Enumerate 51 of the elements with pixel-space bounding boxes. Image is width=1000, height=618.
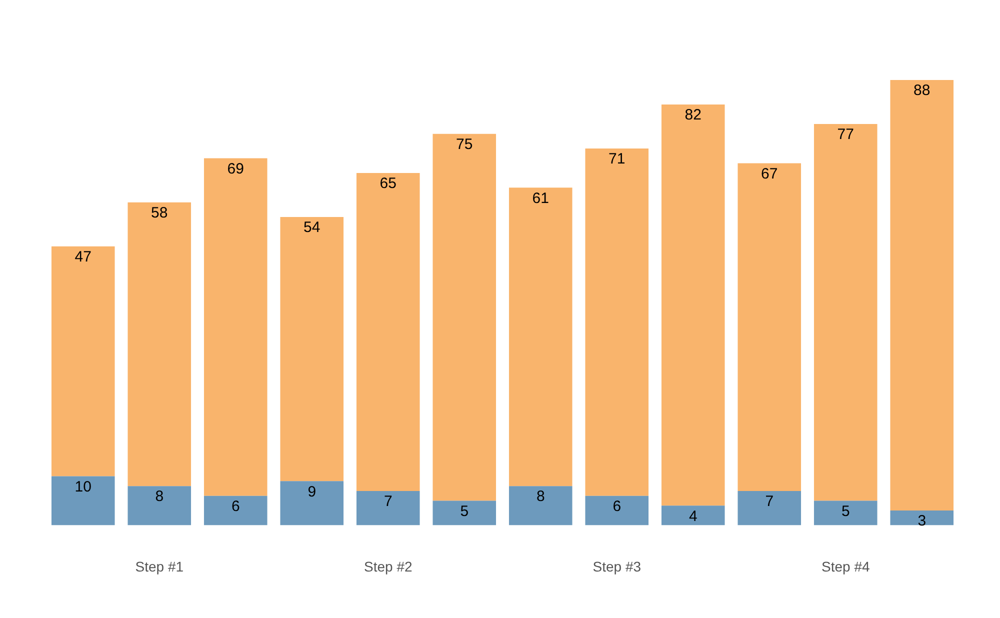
bar (356, 490, 420, 526)
data-label: 47 (74, 248, 92, 266)
bar (814, 500, 878, 526)
bar (661, 506, 725, 526)
data-label: 75 (456, 136, 473, 153)
bar (432, 500, 496, 526)
x-tick-label: Step #1 (135, 558, 184, 574)
bar (814, 124, 878, 501)
bar (432, 134, 496, 501)
data-label: 5 (841, 502, 850, 520)
data-label: 8 (536, 488, 545, 506)
data-label: 9 (308, 483, 316, 500)
bar (508, 188, 572, 486)
data-label: 10 (74, 478, 92, 496)
data-label: 5 (460, 502, 469, 520)
bar (280, 481, 344, 526)
bar (128, 486, 192, 526)
bar (890, 510, 954, 526)
bar (585, 148, 649, 496)
bar (890, 80, 954, 511)
data-label: 58 (151, 204, 168, 222)
bar (204, 496, 268, 526)
data-label: 61 (532, 190, 549, 207)
x-tick-label: Step #2 (364, 558, 412, 574)
bar (738, 490, 802, 526)
data-label: 6 (231, 498, 240, 515)
data-label: 77 (837, 126, 854, 144)
x-tick-label: Step #4 (821, 558, 870, 574)
bar (661, 104, 725, 506)
bar (585, 496, 649, 526)
data-label: 88 (914, 82, 930, 100)
x-tick-label: Step #3 (592, 558, 642, 574)
data-label: 71 (608, 150, 626, 168)
data-label: 6 (612, 498, 622, 515)
data-label: 4 (688, 508, 698, 525)
bar (51, 246, 115, 476)
bar (51, 476, 115, 526)
bar (508, 486, 572, 526)
data-label: 54 (304, 219, 320, 236)
bar (280, 217, 344, 482)
bar (738, 163, 802, 491)
data-label: 8 (155, 488, 164, 506)
data-label: 82 (684, 106, 702, 124)
data-label: 69 (227, 160, 244, 178)
data-label: 7 (384, 493, 392, 510)
data-label: 65 (380, 175, 396, 192)
bar (204, 158, 268, 496)
bar (356, 172, 420, 491)
bar (128, 202, 192, 486)
data-label: 67 (761, 165, 778, 182)
data-label: 7 (765, 493, 774, 510)
